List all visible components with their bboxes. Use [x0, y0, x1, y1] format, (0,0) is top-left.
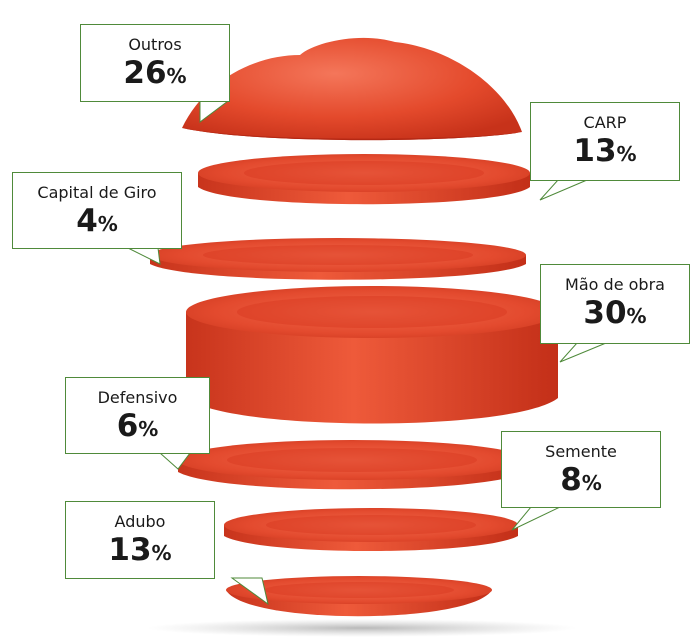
value-adubo: 13 [108, 532, 152, 568]
pointer-capital-de-giro [127, 247, 161, 265]
callout-adubo: Adubo 13% [65, 501, 215, 579]
pointer-semente [511, 506, 561, 531]
pointer-adubo [230, 577, 269, 606]
callout-mao-de-obra: Mão de obra 30% [540, 264, 690, 344]
label-carp: CARP [583, 113, 627, 132]
callout-outros: Outros 26% [80, 24, 230, 102]
value-capital-de-giro: 4 [76, 203, 98, 239]
unit-defensivo: % [138, 417, 159, 441]
label-defensivo: Defensivo [97, 388, 178, 407]
label-mao-de-obra: Mão de obra [565, 275, 665, 294]
callout-semente: Semente 8% [501, 431, 661, 508]
label-outros: Outros [128, 35, 182, 54]
unit-semente: % [581, 471, 602, 495]
unit-carp: % [616, 142, 637, 166]
pointer-mao-de-obra [559, 342, 607, 363]
ground-shadow [147, 619, 577, 637]
value-semente: 8 [560, 462, 582, 498]
label-semente: Semente [545, 442, 617, 461]
label-adubo: Adubo [114, 512, 166, 531]
value-mao-de-obra: 30 [583, 295, 627, 331]
label-capital-de-giro: Capital de Giro [37, 183, 157, 202]
unit-outros: % [166, 64, 187, 88]
slice-mao-de-obra [186, 286, 558, 424]
unit-capital-de-giro: % [97, 212, 118, 236]
slice-adubo [226, 576, 492, 617]
value-defensivo: 6 [116, 408, 139, 444]
slice-carp [198, 154, 530, 205]
value-carp: 13 [573, 133, 617, 169]
callout-pointers [127, 100, 607, 606]
slice-capital-de-giro [150, 238, 526, 280]
callout-defensivo: Defensivo 6% [65, 377, 210, 454]
unit-adubo: % [151, 541, 172, 565]
slice-outros [182, 37, 522, 141]
pointer-carp [539, 179, 588, 201]
unit-mao-de-obra: % [626, 304, 647, 328]
callout-carp: CARP 13% [530, 102, 680, 181]
value-outros: 26 [123, 55, 167, 91]
slice-defensivo [178, 440, 526, 490]
callout-capital-de-giro: Capital de Giro 4% [12, 172, 182, 249]
slice-semente [224, 508, 518, 551]
